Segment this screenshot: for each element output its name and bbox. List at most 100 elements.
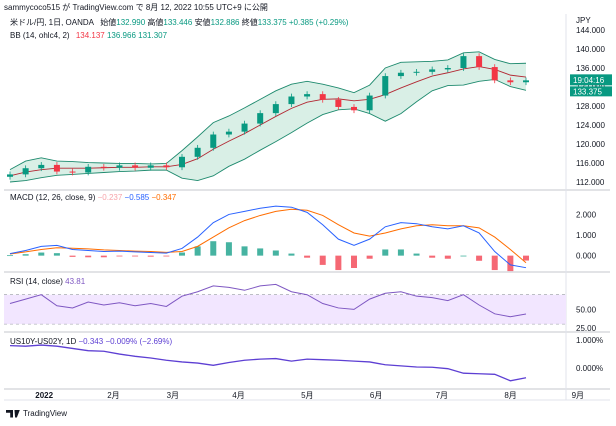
time-axis-label: 9月 (572, 391, 584, 400)
low-label: 安値 (194, 18, 211, 27)
candle-body (476, 56, 483, 68)
macd-hist-bar (335, 255, 342, 271)
bb-lower-value: 131.307 (138, 31, 168, 40)
open-label: 始値 (100, 18, 117, 27)
candle-body (304, 94, 311, 97)
bb-upper-value: 136.966 (106, 31, 136, 40)
time-axis-label: 4月 (232, 391, 244, 400)
macd-hist-bar (7, 255, 13, 257)
open-value: 132.990 (116, 18, 146, 27)
price-tick-label: 140.000 (576, 45, 605, 54)
macd-title[interactable]: MACD (12, 26, close, 9) (10, 193, 96, 202)
candle-body (116, 165, 123, 168)
candle-body (38, 164, 45, 169)
candle-body (210, 134, 217, 148)
macd-hist-value: −0.237 (97, 193, 123, 202)
rsi-title[interactable]: RSI (14, close) (10, 277, 63, 286)
candle-body (179, 156, 185, 168)
price-tick-label: 124.000 (576, 121, 605, 130)
tradingview-logo-icon (6, 410, 20, 418)
price-tick-label: 112.000 (576, 178, 605, 187)
symbol-legend-row: 米ドル/円, 1日, OANDA 始値132.990 高値133.446 安値1… (10, 16, 348, 29)
spread-change: −0.009% (−2.69%) (105, 337, 173, 346)
candle-body (53, 164, 60, 172)
macd-hist-bar (22, 254, 29, 256)
change-value: +0.385 (+0.29%) (288, 18, 349, 27)
macd-hist-bar (429, 255, 436, 258)
publish-info: sammycoco515 が TradingView.com で 8月 12, … (4, 3, 268, 12)
candle-body (100, 166, 107, 168)
candle-body (366, 95, 373, 111)
candle-body (413, 71, 420, 73)
price-tag-time: 19:04:16 (573, 76, 605, 85)
macd-hist-bar (366, 255, 373, 259)
spread-title[interactable]: US10Y-US02Y, 1D (10, 337, 77, 346)
rsi-tick-label: 50.00 (576, 305, 597, 314)
candle-body (132, 165, 139, 168)
macd-tick-label: 1.000 (576, 231, 597, 240)
macd-hist-bar (444, 255, 451, 259)
macd-hist-bar (100, 255, 107, 258)
high-label: 高値 (147, 18, 164, 27)
bb-basis-value: 134.137 (75, 31, 105, 40)
macd-hist-bar (507, 255, 514, 272)
last-price-bg (570, 86, 612, 97)
candle-body (272, 104, 279, 114)
low-value: 132.886 (210, 18, 240, 27)
candle-body (163, 165, 170, 168)
spread-line (9, 344, 527, 382)
rsi-band-fill (4, 294, 566, 325)
candle-body (241, 123, 248, 132)
main-legend: 米ドル/円, 1日, OANDA 始値132.990 高値133.446 安値1… (10, 16, 348, 42)
price-tag-bg (570, 74, 612, 86)
time-axis-label: 6月 (370, 391, 382, 400)
macd-hist-bar (288, 253, 295, 256)
macd-hist-bar (241, 246, 248, 256)
spread-tick-label: 0.000% (576, 364, 603, 373)
candle-body (335, 99, 342, 107)
macd-hist-bar (69, 255, 76, 257)
candle-body (85, 166, 92, 173)
macd-tick-label: 0.000 (576, 252, 597, 261)
macd-hist-bar (53, 253, 60, 256)
footer: TradingView (6, 409, 67, 418)
rsi-line (9, 283, 527, 318)
candle-body (257, 113, 264, 124)
macd-hist-bar (257, 248, 264, 256)
close-value: 133.375 (257, 18, 287, 27)
bb-band-fill (10, 51, 526, 182)
time-axis-label: 5月 (301, 391, 313, 400)
macd-hist-bar (194, 246, 201, 256)
candle-body (288, 96, 295, 105)
macd-hist-bar (179, 252, 185, 256)
candle-body (22, 168, 29, 175)
macd-hist-bar (319, 255, 326, 265)
candle-body (319, 94, 326, 100)
price-tick-label: 128.000 (576, 102, 605, 111)
candle-body (382, 76, 389, 96)
candle-body (444, 68, 451, 70)
macd-hist-bar (476, 255, 483, 261)
spread-value: −0.343 (78, 337, 104, 346)
rsi-legend: RSI (14, close) 43.81 (10, 277, 85, 286)
macd-tick-label: 2.000 (576, 210, 597, 219)
macd-hist-bar (272, 250, 279, 256)
macd-hist-bar (210, 241, 217, 256)
bb-title[interactable]: BB (14, ohlc4, 2) (10, 31, 70, 40)
candle-body (69, 171, 76, 173)
rsi-value: 43.81 (65, 277, 86, 286)
time-axis-label: 8月 (504, 391, 516, 400)
candle-body (351, 106, 357, 111)
time-axis-label: 2022 (35, 391, 53, 400)
price-tick-label: 120.000 (576, 140, 605, 149)
price-tick-label: 116.000 (576, 159, 605, 168)
spread-legend: US10Y-US02Y, 1D −0.343 −0.009% (−2.69%) (10, 337, 172, 346)
macd-hist-bar (147, 255, 154, 257)
candle-body (7, 174, 13, 177)
candle-body (491, 67, 498, 81)
macd-hist-bar (413, 253, 420, 256)
symbol-title[interactable]: 米ドル/円, 1日, OANDA (10, 18, 95, 27)
macd-hist-bar (38, 252, 45, 256)
rsi-tick-label: 25.00 (576, 324, 597, 333)
